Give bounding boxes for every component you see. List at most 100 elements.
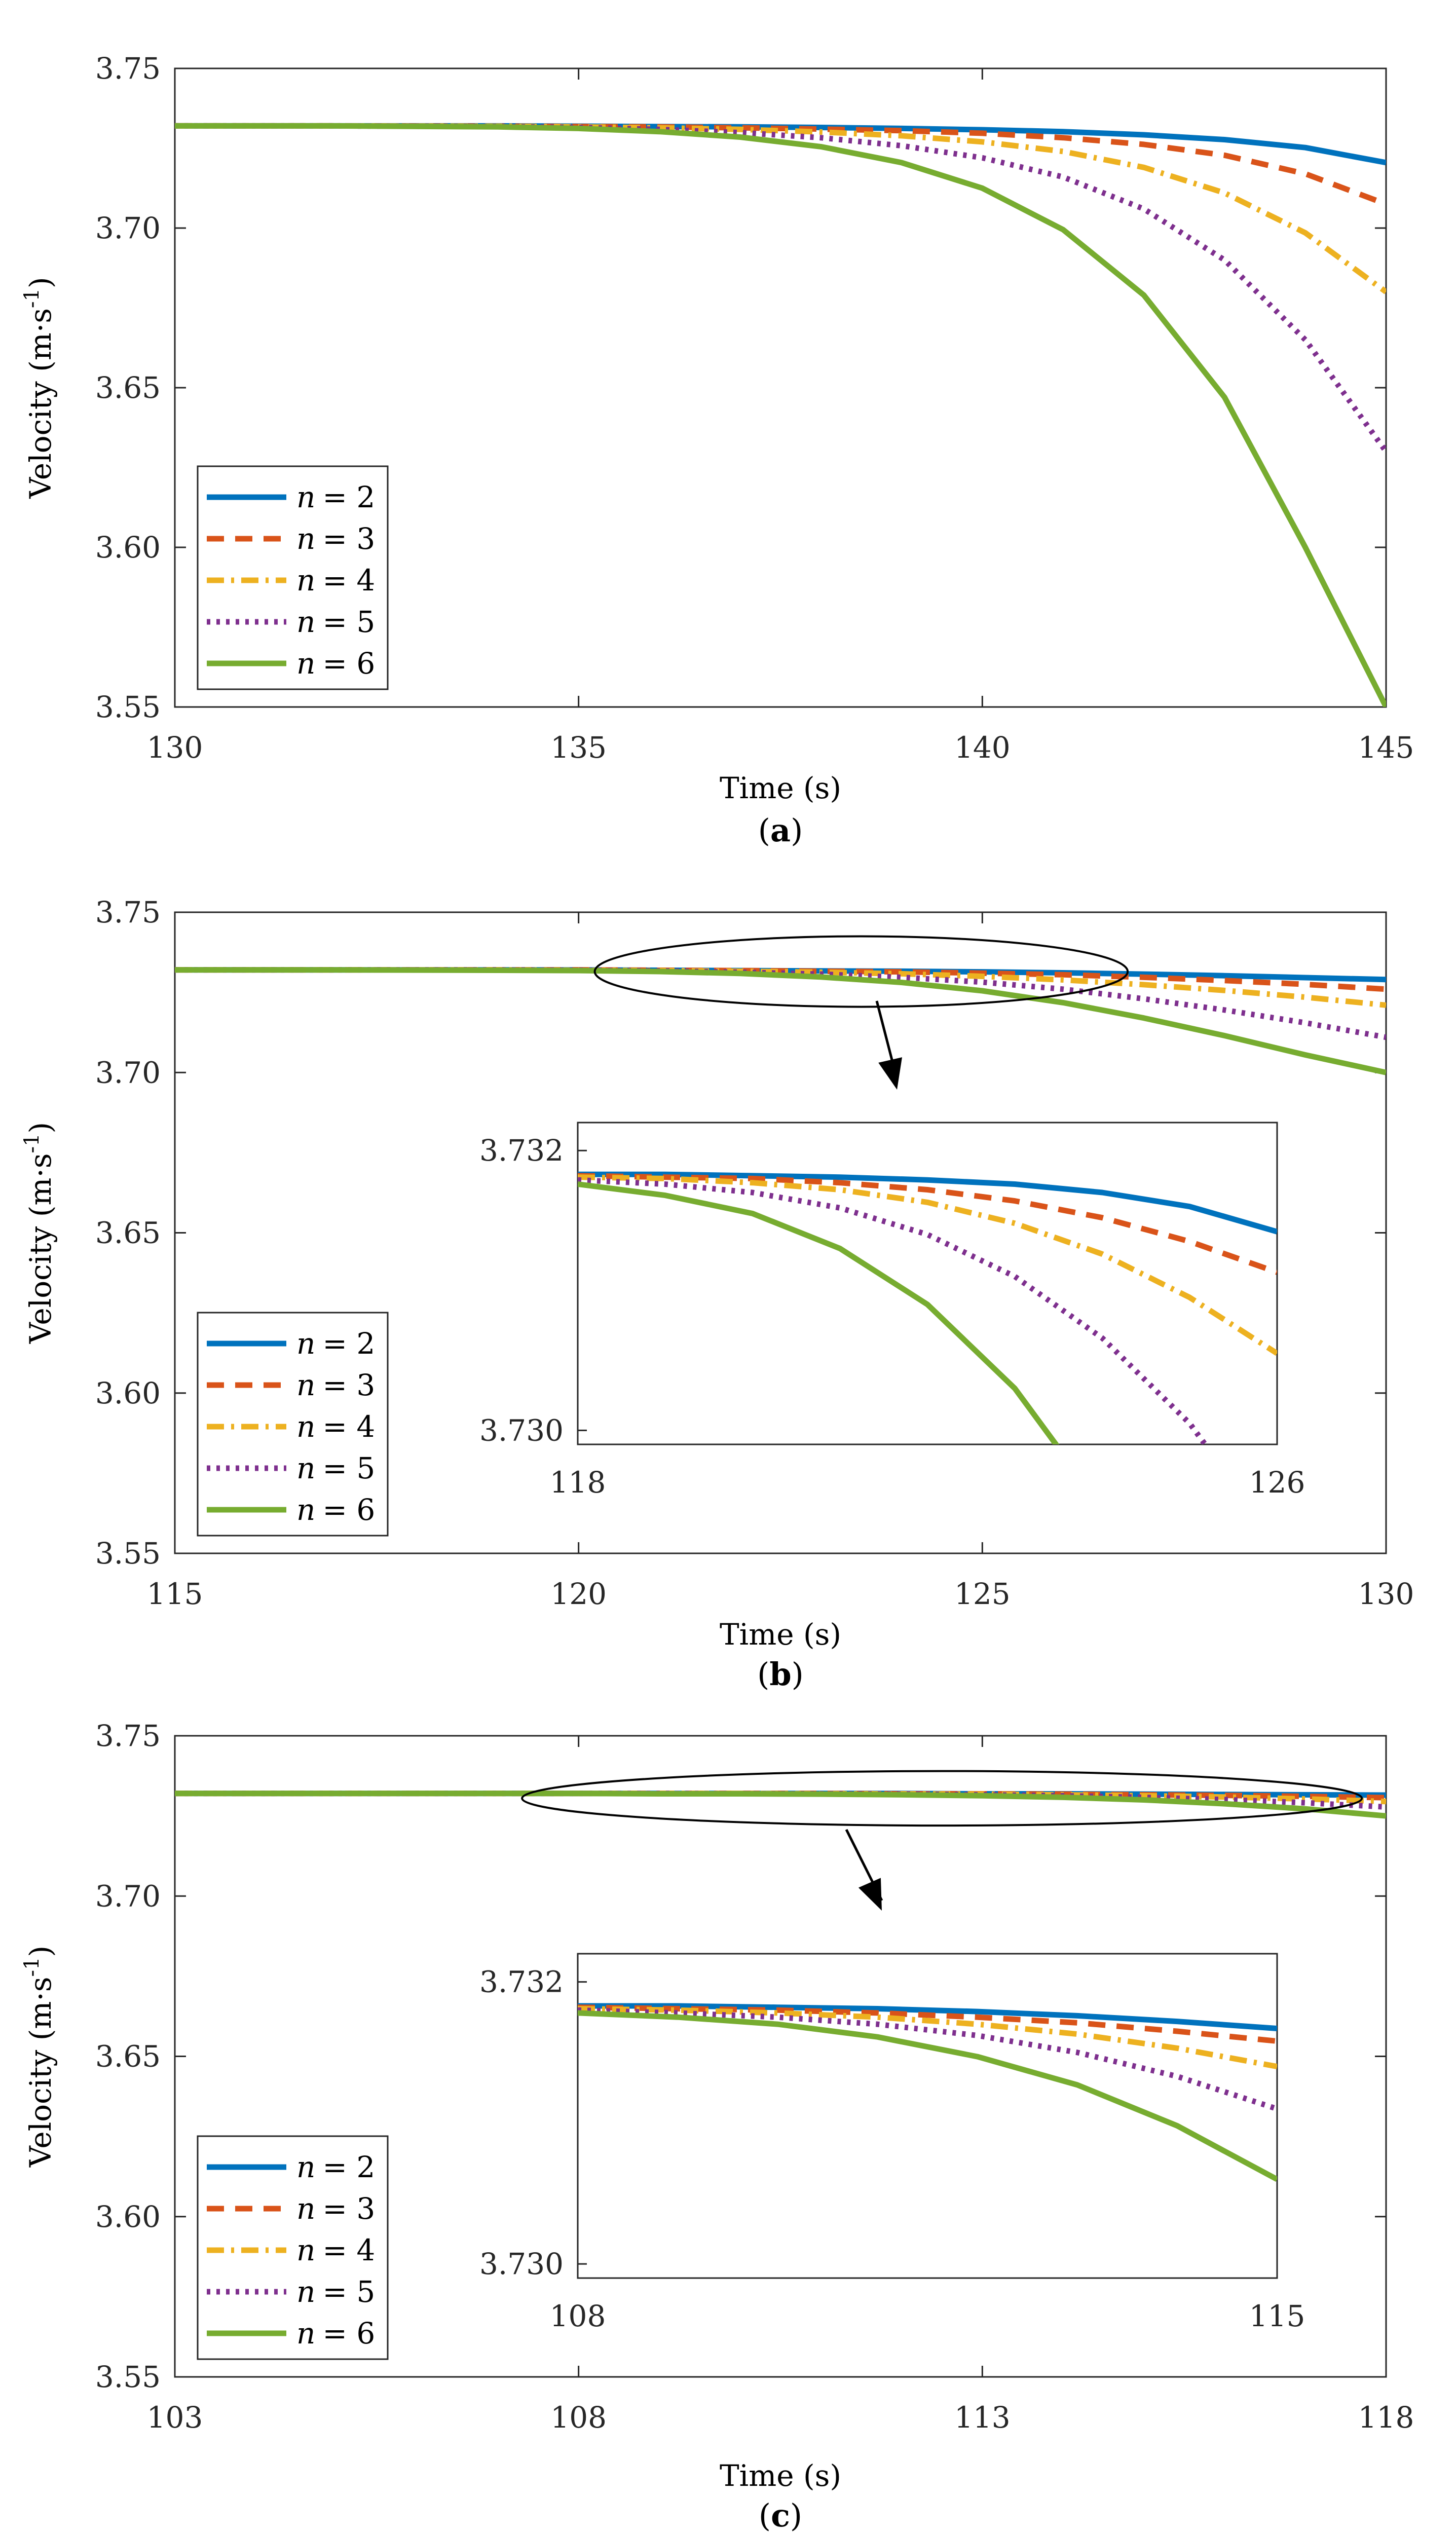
legend-entry: n = 2: [296, 2150, 375, 2184]
legend-entry-eq: = 6: [322, 2316, 375, 2351]
legend-entry-eq: = 6: [322, 646, 375, 681]
zoom-ellipse: [521, 1770, 1363, 1827]
y-tick-label: 3.75: [95, 895, 161, 929]
series-group: [175, 123, 1386, 707]
legend-entry: n = 6: [296, 1493, 375, 1527]
y-axis-title-close: ): [23, 1946, 58, 1957]
legend-entry-eq: = 3: [322, 1368, 375, 1402]
series-line-n3: [175, 123, 1386, 207]
series-line-n3: [175, 967, 1386, 992]
legend-entry: n = 6: [296, 646, 375, 681]
inset-series-line-n2: [578, 2003, 1277, 2031]
y-tick-label: 3.65: [95, 2039, 161, 2074]
x-tick-label: 135: [550, 730, 607, 765]
y-tick-label: 3.75: [95, 51, 161, 86]
legend-entry-eq: = 4: [322, 2233, 375, 2267]
legend-entry-eq: = 6: [322, 1493, 375, 1527]
legend-entry-eq: = 5: [322, 2275, 375, 2309]
y-axis-title-main: Velocity (m·s: [23, 1153, 58, 1344]
series-line-n6: [175, 123, 1386, 707]
series-line-n6: [175, 967, 1386, 1075]
legend-entry-var: n: [296, 563, 315, 598]
panel-label-letter: c: [771, 2497, 790, 2534]
panel-label-open: (: [759, 2497, 771, 2534]
legend-entry-eq: = 5: [322, 1451, 375, 1485]
legend-entry: n = 6: [296, 2316, 375, 2351]
legend-entry-eq: = 2: [322, 480, 375, 514]
zoom-arrow-head: [858, 1878, 882, 1911]
chart-panel-a: 130 135 140 145 3.55 3.60 3.65 3.70 3.75 Time (s)…: [20, 51, 1414, 849]
legend: n = 2n = 3n = 4n = 5n = 6: [197, 465, 389, 690]
series-line-n5: [175, 123, 1386, 454]
inset-y-tick-label: 3.730: [479, 2247, 564, 2281]
panel-label: (a): [758, 812, 803, 849]
panel-label-close: ): [790, 2497, 802, 2534]
inset-series-line-n6: [578, 2010, 1277, 2182]
legend-entry: n = 4: [296, 563, 375, 598]
inset-series-line-n6: [578, 1181, 1060, 1444]
x-tick-label: 108: [550, 2400, 607, 2435]
y-tick-label: 3.55: [95, 2360, 161, 2394]
inset-series-line-n5: [578, 2007, 1277, 2112]
series-line-n5: [175, 967, 1386, 1040]
inset-series-group: [578, 2003, 1277, 2182]
legend-entry: n = 3: [296, 2191, 375, 2226]
legend-entry-eq: = 2: [322, 2150, 375, 2184]
x-tick-label: 115: [147, 1577, 203, 1611]
y-axis-title-close: ): [23, 1122, 58, 1134]
chart-panel-c: 103 108 113 118 3.55 3.60 3.65 3.70 3.75 Time (s)…: [20, 1719, 1414, 2534]
x-tick-label: 130: [1358, 1577, 1414, 1611]
inset-chart: 108 115 3.730 3.732: [479, 1953, 1305, 2333]
inset-series-line-n5: [578, 1177, 1209, 1444]
legend-entry-eq: = 3: [322, 2191, 375, 2226]
inset-series-group: [578, 1171, 1277, 1444]
y-tick-label: 3.60: [95, 1376, 161, 1410]
zoom-arrow-head: [878, 1057, 903, 1090]
legend-entry-eq: = 2: [322, 1326, 375, 1361]
legend-entry-eq: = 4: [322, 1409, 375, 1444]
inset-plot-area: [577, 1953, 1278, 2279]
panel-label-letter: b: [769, 1656, 791, 1693]
inset-x-tick-label: 108: [550, 2299, 606, 2333]
legend-entry-var: n: [296, 1493, 315, 1527]
y-axis-title-sup: -1: [20, 1957, 44, 1977]
inset-x-tick-label: 118: [550, 1465, 606, 1500]
x-tick-label: 125: [954, 1577, 1011, 1611]
legend-entry-var: n: [296, 2316, 315, 2351]
legend-entry: n = 4: [296, 1409, 375, 1444]
legend-entry-var: n: [296, 1451, 315, 1485]
y-axis-title-sup: -1: [20, 1133, 44, 1153]
y-tick-label: 3.55: [95, 1536, 161, 1571]
inset-y-tick-label: 3.732: [479, 1965, 564, 1999]
y-tick-label: 3.60: [95, 2200, 161, 2234]
panel-label: (c): [759, 2497, 802, 2534]
series-group: [175, 1791, 1386, 1819]
legend-entry-eq: = 5: [322, 605, 375, 639]
legend-entry-var: n: [296, 2275, 315, 2309]
panel-label: (b): [757, 1656, 804, 1693]
legend-entry-var: n: [296, 605, 315, 639]
series-line-n6: [175, 1791, 1386, 1819]
x-axis-title: Time (s): [720, 2458, 841, 2493]
x-tick-label: 145: [1358, 730, 1414, 765]
x-tick-label: 103: [147, 2400, 203, 2435]
legend-entry: n = 3: [296, 1368, 375, 1402]
legend-entry-var: n: [296, 1409, 315, 1444]
legend-entry: n = 4: [296, 2233, 375, 2267]
legend: n = 2n = 3n = 4n = 5n = 6: [197, 1312, 389, 1537]
panel-label-open: (: [757, 1656, 769, 1693]
legend-entry-eq: = 3: [322, 521, 375, 556]
y-axis-title: Velocity (m·s-1): [20, 277, 58, 499]
legend-entry-var: n: [296, 2233, 315, 2267]
y-axis-title-main: Velocity (m·s: [23, 1977, 58, 2168]
legend-entry-eq: = 4: [322, 563, 375, 598]
legend-entry-var: n: [296, 646, 315, 681]
y-tick-label: 3.75: [95, 1719, 161, 1753]
legend-entry-var: n: [296, 1326, 315, 1361]
x-axis-title: Time (s): [720, 1617, 841, 1652]
x-tick-label: 120: [550, 1577, 607, 1611]
x-tick-label: 140: [954, 730, 1011, 765]
inset-y-tick-label: 3.732: [479, 1133, 564, 1168]
y-tick-label: 3.70: [95, 1055, 161, 1090]
